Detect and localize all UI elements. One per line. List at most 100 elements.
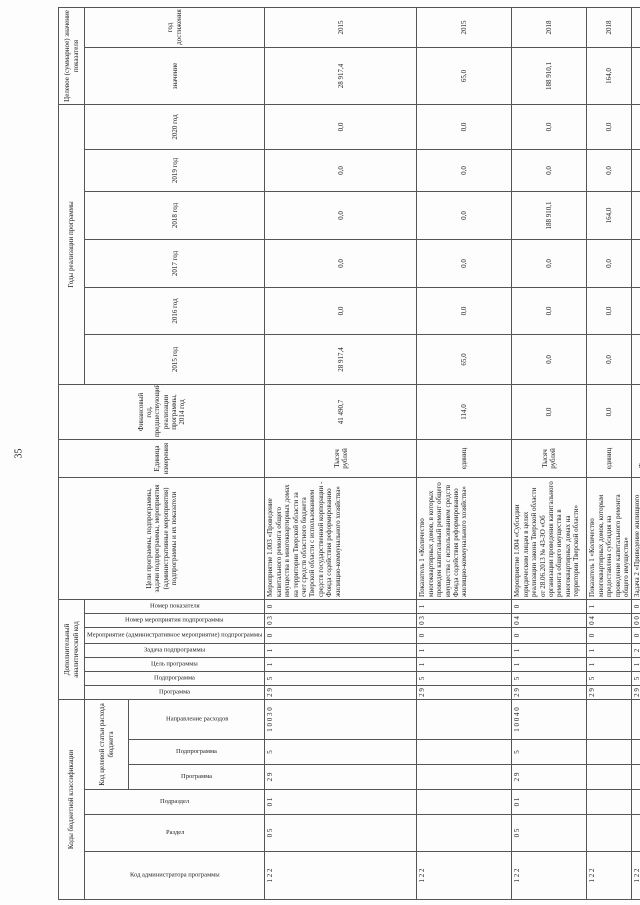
- value-cell: 65,0: [416, 47, 512, 105]
- value-cell: 0,0: [416, 149, 512, 192]
- code-cell: 2 9: [511, 764, 587, 790]
- code-cell: 0 0: [631, 613, 640, 628]
- value-cell: 0,0: [631, 191, 640, 240]
- description-cell: Показатель 1 «Количество многоквартирных…: [416, 477, 512, 600]
- header-cell: Код администратора программы: [84, 851, 265, 900]
- value-cell: 164,0: [586, 47, 632, 105]
- header-cell: Коды бюджетной классификации: [58, 699, 85, 900]
- header-cell: Подпрограмма: [128, 739, 265, 765]
- code-cell: [416, 789, 512, 815]
- code-cell: 2: [631, 643, 640, 658]
- value-cell: 0,0: [511, 384, 587, 440]
- description-cell: Показатель 1 «Количество многоквартирных…: [586, 477, 632, 600]
- value-cell: 0,0: [416, 239, 512, 288]
- code-cell: 5: [511, 739, 587, 765]
- value-cell: 2018: [511, 7, 587, 48]
- header-cell: Номер мероприятия подпрограммы: [84, 613, 265, 628]
- code-cell: 5: [264, 671, 417, 686]
- code-cell: 5: [586, 671, 632, 686]
- code-cell: 1 2 2: [511, 851, 587, 900]
- code-cell: 5: [416, 671, 512, 686]
- code-cell: 1: [511, 657, 587, 672]
- value-cell: 0,0: [264, 104, 417, 150]
- unit-cell: Тысяч рублей: [264, 439, 417, 478]
- header-cell: Цели программы, подпрограммы, задачи под…: [58, 477, 265, 600]
- code-cell: 1: [586, 657, 632, 672]
- code-cell: 1 2 2: [416, 851, 512, 900]
- code-cell: 1 2 2: [586, 851, 632, 900]
- description-cell: Мероприятие 1.004 «Субсидии юридическим …: [511, 477, 587, 600]
- code-cell: [586, 699, 632, 740]
- header-cell: Номер показателя: [84, 599, 265, 614]
- value-cell: 0,0: [511, 149, 587, 192]
- code-cell: 2 9: [264, 685, 417, 700]
- code-cell: 0: [631, 599, 640, 614]
- code-cell: 1 0 0 3 0: [264, 699, 417, 740]
- header-cell: значение: [84, 47, 265, 105]
- value-cell: 896 192,8: [631, 287, 640, 335]
- value-cell: 28 917,4: [264, 334, 417, 385]
- value-cell: 0,0: [264, 287, 417, 335]
- page-number: 35: [13, 448, 25, 459]
- code-cell: 1: [416, 643, 512, 658]
- value-cell: 2015: [416, 7, 512, 48]
- code-cell: [416, 699, 512, 740]
- header-cell: Подраздел: [84, 789, 265, 815]
- unit-cell: Тысяч рублей: [631, 439, 640, 478]
- code-cell: 5: [511, 671, 587, 686]
- value-cell: 2017: [631, 7, 640, 48]
- description-cell: Мероприятие 1.003 «Проведение капитально…: [264, 477, 417, 600]
- code-cell: 0 4: [511, 613, 587, 628]
- value-cell: 2015: [264, 7, 417, 48]
- code-cell: 2 9: [631, 685, 640, 700]
- program-table: Коды бюджетной классификации Дополнительн…: [58, 7, 640, 900]
- code-cell: 2 9: [264, 764, 417, 790]
- code-cell: 0: [264, 599, 417, 614]
- value-cell: 0,0: [586, 239, 632, 288]
- code-cell: 2 9: [586, 685, 632, 700]
- code-cell: 1: [264, 657, 417, 672]
- code-cell: 2 9: [416, 685, 512, 700]
- header-cell: Программа: [128, 764, 265, 790]
- value-cell: 0,0: [264, 191, 417, 240]
- header-cell: Годы реализации программы: [58, 104, 85, 385]
- header-cell: Целевое (суммарное) значение показателя: [58, 7, 85, 105]
- value-cell: 0,0: [264, 149, 417, 192]
- code-cell: [416, 764, 512, 790]
- header-cell: 2019 год: [84, 149, 265, 192]
- header-cell: 2017 год: [84, 239, 265, 288]
- code-cell: 0: [264, 627, 417, 644]
- value-cell: 0,0: [416, 104, 512, 150]
- header-cell: Направление расходов: [128, 699, 265, 740]
- code-cell: 1: [416, 599, 512, 614]
- header-cell: Дополнительный аналитический код: [58, 599, 85, 700]
- value-cell: 0,0: [586, 149, 632, 192]
- value-cell: 0,0: [416, 191, 512, 240]
- value-cell: 2018: [586, 7, 632, 48]
- value-cell: 0,0: [586, 104, 632, 150]
- code-cell: 1: [511, 643, 587, 658]
- code-cell: 0: [511, 627, 587, 644]
- table-header: Коды бюджетной классификации Дополнительн…: [58, 7, 265, 900]
- code-cell: 1: [631, 657, 640, 672]
- header-cell: Цель программы: [84, 657, 265, 672]
- value-cell: 0,0: [511, 334, 587, 385]
- value-cell: 0,0: [586, 287, 632, 335]
- value-cell: 0,0: [631, 149, 640, 192]
- unit-cell: единиц: [586, 439, 632, 478]
- header-cell: Программа: [84, 685, 265, 700]
- code-cell: 1: [264, 643, 417, 658]
- code-cell: 0 4: [586, 613, 632, 628]
- code-cell: 2 9: [511, 685, 587, 700]
- code-cell: [586, 789, 632, 815]
- value-cell: 0,0: [586, 384, 632, 440]
- code-cell: 1: [586, 599, 632, 614]
- code-cell: 0: [416, 627, 512, 644]
- header-cell: Мероприятие (административное мероприяти…: [84, 627, 265, 644]
- code-cell: [631, 764, 640, 790]
- value-cell: 0,0: [631, 104, 640, 150]
